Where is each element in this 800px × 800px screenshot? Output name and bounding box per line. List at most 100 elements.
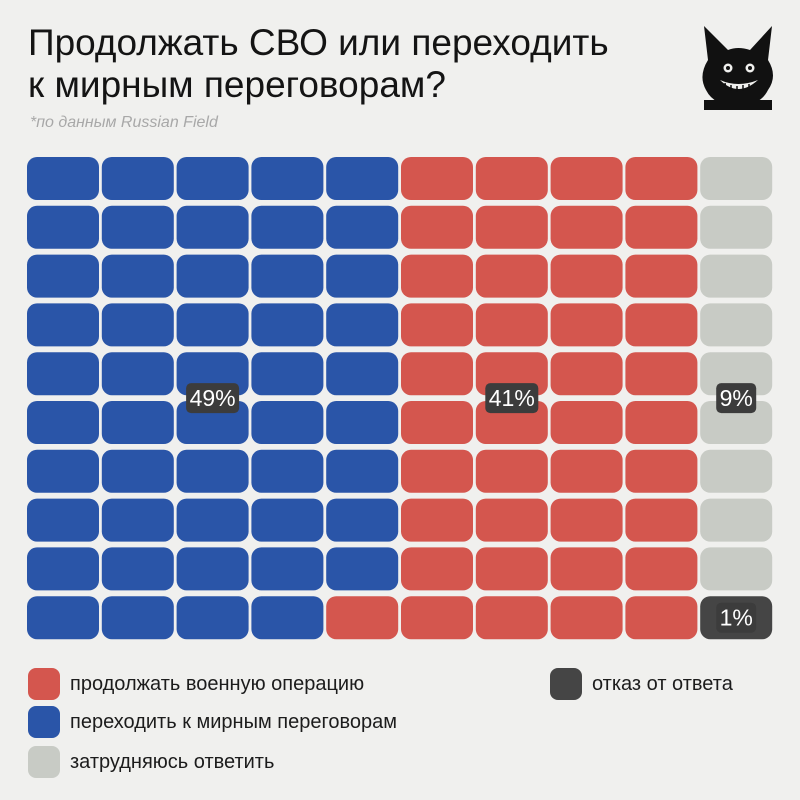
- waffle-cell-continue: [550, 205, 623, 249]
- legend-swatch-continue: [28, 668, 60, 700]
- waffle-cell-continue: [625, 498, 698, 542]
- waffle-cell-continue: [475, 498, 548, 542]
- waffle-cell-peace: [326, 157, 399, 200]
- waffle-cell-continue: [401, 157, 473, 200]
- waffle-cell-peace: [251, 352, 324, 396]
- waffle-cell-peace: [27, 596, 99, 640]
- waffle-cell-peace: [326, 547, 399, 591]
- legend-label-continue: продолжать военную операцию: [70, 672, 365, 695]
- waffle-cell-peace: [251, 205, 324, 249]
- waffle-cell-peace: [326, 352, 399, 396]
- waffle-cell-peace: [27, 401, 99, 444]
- svg-text:49%: 49%: [190, 385, 236, 411]
- waffle-cell-continue: [475, 449, 548, 493]
- waffle-cell-peace: [101, 547, 174, 591]
- legend-swatch-hard: [28, 746, 60, 778]
- waffle-cell-continue: [550, 547, 623, 591]
- waffle-cell-continue: [550, 157, 623, 200]
- waffle-cell-peace: [176, 596, 249, 640]
- waffle-cell-peace: [326, 449, 399, 493]
- waffle-cell-continue: [475, 205, 548, 249]
- waffle-cell-peace: [27, 254, 99, 298]
- waffle-cell-peace: [101, 157, 174, 200]
- waffle-cell-peace: [176, 547, 249, 591]
- waffle-cell-peace: [326, 401, 399, 444]
- waffle-cell-continue: [475, 157, 548, 200]
- waffle-cell-peace: [251, 303, 324, 347]
- waffle-cell-peace: [251, 498, 324, 542]
- waffle-cell-peace: [27, 498, 99, 542]
- waffle-cell-peace: [101, 449, 174, 493]
- waffle-cell-peace: [101, 498, 174, 542]
- waffle-cell-peace: [27, 157, 99, 200]
- waffle-cell-peace: [101, 205, 174, 249]
- waffle-cell-continue: [625, 157, 698, 200]
- svg-text:1%: 1%: [720, 605, 753, 631]
- legend-swatch-peace: [28, 706, 60, 738]
- waffle-cell-continue: [401, 498, 473, 542]
- waffle-cell-continue: [625, 303, 698, 347]
- waffle-cell-continue: [625, 547, 698, 591]
- waffle-cell-peace: [176, 205, 249, 249]
- waffle-cell-continue: [625, 352, 698, 396]
- waffle-cell-peace: [176, 449, 249, 493]
- waffle-cell-peace: [27, 303, 99, 347]
- waffle-cell-continue: [550, 401, 623, 444]
- waffle-cell-peace: [27, 205, 99, 249]
- waffle-cell-peace: [326, 303, 399, 347]
- waffle-cell-continue: [401, 303, 473, 347]
- legend-label-peace: переходить к мирным переговорам: [70, 710, 397, 733]
- legend-item-refuse: отказ от ответа: [550, 668, 733, 700]
- data-label-refuse: 1%: [716, 602, 757, 633]
- waffle-cell-peace: [176, 498, 249, 542]
- chart-title-line-2: к мирным переговорам?: [28, 64, 446, 105]
- legend-item-continue: продолжать военную операцию: [28, 668, 364, 700]
- legend-item-hard: затрудняюсь ответить: [28, 746, 274, 778]
- waffle-cell-continue: [401, 254, 473, 298]
- waffle-cell-peace: [326, 254, 399, 298]
- waffle-cell-peace: [251, 401, 324, 444]
- chart-title: Продолжать СВО или переходить к мирным п…: [28, 22, 668, 106]
- waffle-cell-peace: [101, 596, 174, 640]
- waffle-cell-continue: [401, 449, 473, 493]
- waffle-cell-continue: [550, 498, 623, 542]
- chart-title-line-1: Продолжать СВО или переходить: [28, 22, 609, 63]
- source-note: *по данным Russian Field: [30, 114, 218, 131]
- waffle-cell-continue: [625, 596, 698, 640]
- black-cat-grin-icon: [702, 26, 773, 110]
- waffle-cell-peace: [101, 254, 174, 298]
- waffle-cell-continue: [625, 254, 698, 298]
- waffle-cell-peace: [101, 401, 174, 444]
- data-label-hard: 9%: [716, 383, 757, 414]
- waffle-cell-peace: [176, 254, 249, 298]
- waffle-cell-peace: [251, 254, 324, 298]
- waffle-cell-peace: [27, 352, 99, 396]
- waffle-cell-continue: [550, 352, 623, 396]
- legend-label-hard: затрудняюсь ответить: [70, 750, 275, 773]
- waffle-cell-continue: [550, 303, 623, 347]
- waffle-cell-hard: [700, 254, 773, 298]
- waffle-cell-peace: [326, 205, 399, 249]
- waffle-cell-peace: [101, 303, 174, 347]
- waffle-cell-peace: [101, 352, 174, 396]
- waffle-cell-hard: [700, 547, 773, 591]
- waffle-cell-continue: [401, 547, 473, 591]
- waffle-cell-continue: [401, 596, 473, 640]
- waffle-cell-peace: [27, 449, 99, 493]
- waffle-cell-continue: [625, 449, 698, 493]
- waffle-cell-hard: [700, 205, 773, 249]
- legend-item-peace: переходить к мирным переговорам: [28, 706, 397, 738]
- waffle-cell-continue: [475, 254, 548, 298]
- waffle-cell-continue: [625, 401, 698, 444]
- waffle-cell-hard: [700, 498, 773, 542]
- waffle-cell-continue: [550, 596, 623, 640]
- waffle-cell-continue: [625, 205, 698, 249]
- waffle-cell-continue: [401, 401, 473, 444]
- waffle-cell-hard: [700, 449, 773, 493]
- waffle-cell-peace: [251, 547, 324, 591]
- waffle-cell-peace: [326, 498, 399, 542]
- data-label-continue: 41%: [485, 383, 539, 414]
- svg-text:41%: 41%: [489, 385, 535, 411]
- waffle-cell-continue: [401, 205, 473, 249]
